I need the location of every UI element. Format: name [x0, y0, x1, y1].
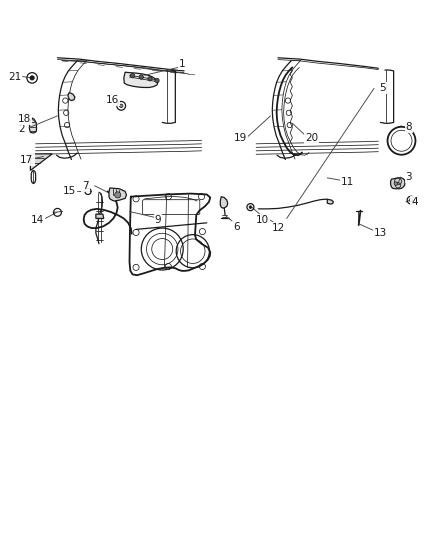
Polygon shape: [96, 214, 104, 219]
Text: 17: 17: [20, 155, 34, 165]
Polygon shape: [220, 197, 228, 208]
Text: 10: 10: [256, 215, 269, 225]
Text: 19: 19: [233, 133, 247, 143]
Text: 21: 21: [8, 71, 21, 82]
Text: 11: 11: [341, 177, 354, 187]
Polygon shape: [327, 199, 333, 204]
Circle shape: [120, 104, 123, 108]
Circle shape: [115, 192, 121, 198]
Circle shape: [155, 78, 159, 83]
Text: 18: 18: [18, 114, 32, 124]
Circle shape: [249, 206, 252, 208]
Text: 20: 20: [305, 133, 318, 143]
Circle shape: [410, 198, 413, 202]
Text: 15: 15: [63, 187, 76, 196]
Circle shape: [148, 77, 152, 81]
Polygon shape: [29, 118, 36, 133]
Text: 16: 16: [106, 95, 119, 104]
Text: 7: 7: [82, 181, 89, 191]
Polygon shape: [391, 178, 405, 189]
Text: 1: 1: [179, 59, 185, 69]
Text: 12: 12: [271, 223, 285, 233]
Circle shape: [30, 76, 34, 80]
Polygon shape: [109, 188, 127, 201]
Circle shape: [394, 182, 398, 185]
Polygon shape: [68, 93, 75, 101]
Text: 13: 13: [374, 228, 387, 238]
Text: 5: 5: [379, 83, 386, 93]
Text: 6: 6: [233, 222, 240, 232]
Polygon shape: [30, 154, 52, 171]
Text: 3: 3: [406, 172, 412, 182]
Text: 14: 14: [31, 215, 44, 225]
Circle shape: [131, 74, 135, 78]
Text: 2: 2: [18, 124, 25, 134]
Circle shape: [139, 75, 144, 79]
Text: 4: 4: [411, 197, 418, 207]
Polygon shape: [124, 72, 158, 87]
Text: 8: 8: [406, 122, 412, 132]
Text: 9: 9: [155, 215, 161, 225]
